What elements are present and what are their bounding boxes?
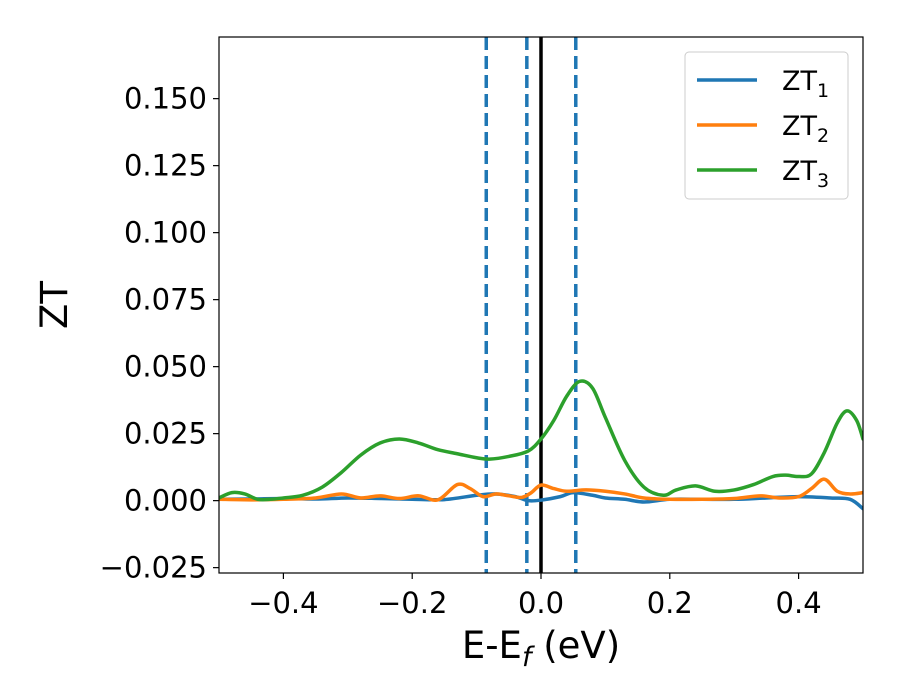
series-line-zt3 bbox=[219, 379, 863, 502]
y-tick-label: 0.150 bbox=[124, 82, 207, 116]
y-tick-label: 0.125 bbox=[124, 149, 207, 183]
series-line-zt2 bbox=[219, 477, 863, 502]
legend: ZT1 ZT2 ZT3 bbox=[684, 51, 849, 200]
x-axis-title-main: E-E bbox=[462, 624, 522, 667]
y-tick-label: 0.075 bbox=[124, 283, 207, 317]
x-tick-label: 0.0 bbox=[518, 586, 564, 620]
x-tick-label: −0.4 bbox=[248, 586, 318, 620]
y-axis-title: ZT bbox=[33, 281, 76, 329]
x-axis-title: E-Ef (eV) bbox=[462, 624, 620, 673]
x-tick-label: −0.2 bbox=[377, 586, 447, 620]
legend-label-zt3: ZT3 bbox=[782, 156, 829, 192]
x-axis-title-unit: (eV) bbox=[531, 624, 620, 667]
y-tick-label: 0.000 bbox=[124, 484, 207, 518]
series-layer bbox=[219, 379, 863, 511]
legend-box bbox=[684, 51, 849, 200]
y-tick-label: 0.025 bbox=[124, 417, 207, 451]
y-tick-label: −0.025 bbox=[100, 551, 207, 585]
legend-label-zt2: ZT2 bbox=[782, 111, 829, 147]
y-tick-label: 0.100 bbox=[124, 216, 207, 250]
y-axis: −0.025 0.000 0.025 0.050 0.075 0.100 0.125 0.15… bbox=[100, 82, 219, 585]
x-tick-label: 0.2 bbox=[647, 586, 693, 620]
y-tick-label: 0.050 bbox=[124, 350, 207, 384]
x-axis: −0.4 −0.2 0.0 0.2 0.4 bbox=[248, 573, 822, 620]
x-tick-label: 0.4 bbox=[776, 586, 822, 620]
legend-label-zt1: ZT1 bbox=[782, 66, 829, 102]
